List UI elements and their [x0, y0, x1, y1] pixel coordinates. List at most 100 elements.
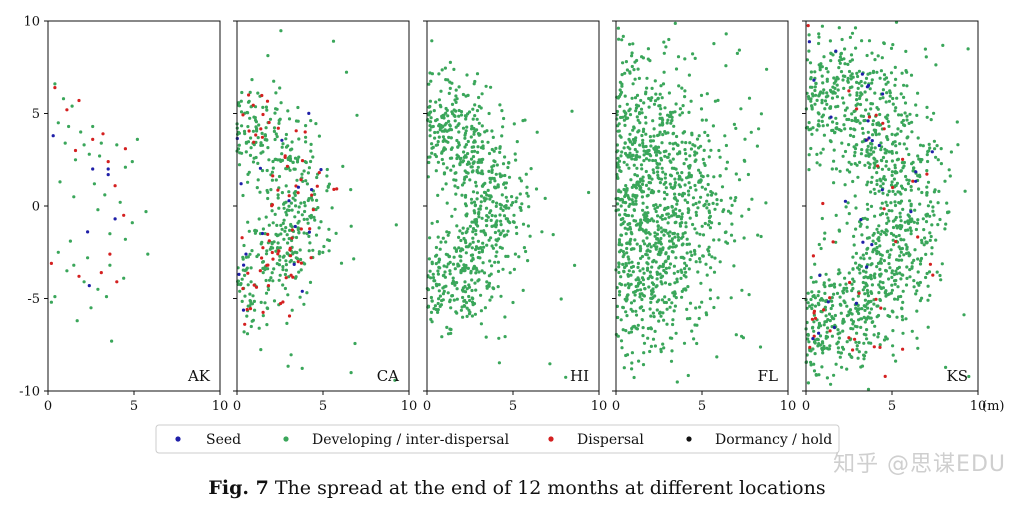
data-point: [455, 287, 459, 291]
data-point: [733, 239, 737, 243]
data-point: [493, 186, 497, 190]
data-point: [912, 220, 916, 224]
data-point: [490, 129, 494, 133]
data-point: [624, 232, 628, 236]
data-point: [271, 174, 275, 178]
data-point: [935, 270, 939, 274]
data-point: [469, 165, 473, 169]
data-point: [641, 129, 646, 134]
data-point: [242, 129, 247, 133]
data-point: [823, 305, 828, 309]
data-point: [828, 106, 833, 110]
data-point: [245, 307, 249, 312]
data-point: [837, 228, 841, 232]
data-point: [440, 157, 444, 162]
data-point: [299, 178, 303, 182]
data-point: [330, 206, 334, 210]
data-point: [433, 130, 437, 135]
data-point: [916, 91, 920, 95]
data-point: [241, 193, 245, 198]
data-point: [106, 167, 110, 171]
data-point: [759, 112, 764, 116]
data-point: [327, 249, 331, 253]
data-point: [641, 141, 645, 145]
data-point: [644, 115, 648, 119]
data-point: [906, 135, 910, 139]
panel-label: FL: [758, 367, 778, 385]
data-point: [669, 160, 673, 164]
data-point: [881, 191, 885, 195]
data-point: [895, 151, 899, 155]
data-point: [668, 305, 672, 309]
data-point: [632, 125, 636, 129]
data-point: [911, 179, 915, 183]
data-point: [866, 119, 870, 123]
data-point: [443, 270, 447, 274]
data-point: [807, 168, 811, 172]
data-point: [820, 119, 824, 123]
data-point: [473, 129, 477, 133]
data-point: [636, 265, 640, 269]
data-point: [695, 151, 699, 155]
data-point: [106, 160, 110, 164]
data-point: [482, 271, 487, 275]
data-point: [870, 81, 874, 85]
data-point: [310, 198, 314, 202]
data-point: [812, 340, 817, 344]
data-point: [859, 325, 863, 329]
data-point: [294, 184, 298, 188]
x-tick-label: 10: [780, 399, 797, 414]
data-point: [253, 231, 257, 235]
data-point: [890, 142, 895, 146]
data-point: [671, 209, 675, 213]
data-point: [886, 120, 891, 124]
data-point: [492, 159, 496, 163]
data-point: [671, 242, 676, 246]
data-point: [442, 171, 447, 175]
data-point: [267, 239, 271, 243]
data-point: [441, 135, 445, 139]
data-point: [894, 359, 898, 363]
data-point: [697, 168, 701, 172]
x-tick-label: 10: [591, 399, 608, 414]
data-point: [499, 219, 503, 223]
data-point: [839, 303, 843, 307]
data-point: [914, 179, 918, 183]
data-point: [872, 274, 876, 278]
data-point: [670, 119, 674, 123]
data-point: [487, 111, 491, 116]
data-point: [811, 347, 815, 351]
data-point: [291, 196, 295, 200]
data-point: [849, 74, 853, 78]
data-point: [317, 134, 321, 138]
data-point: [632, 299, 636, 303]
data-point: [296, 119, 300, 123]
data-point: [241, 113, 245, 117]
data-point: [939, 147, 943, 151]
data-point: [810, 132, 814, 136]
data-point: [502, 214, 507, 218]
data-point: [633, 96, 638, 100]
data-point: [927, 149, 931, 153]
data-point: [470, 201, 474, 205]
data-point: [634, 313, 639, 317]
data-point: [617, 165, 621, 169]
data-point: [284, 167, 288, 171]
data-point: [249, 324, 253, 329]
data-point: [878, 112, 882, 117]
data-point: [669, 185, 673, 189]
data-point: [735, 51, 740, 56]
data-point: [430, 142, 434, 146]
data-point: [879, 69, 884, 73]
data-point: [284, 210, 288, 214]
data-point: [276, 126, 280, 130]
data-point: [641, 363, 646, 367]
data-point: [489, 194, 493, 198]
data-point: [284, 145, 289, 149]
data-point: [431, 286, 435, 290]
data-point: [878, 177, 882, 181]
data-point: [702, 161, 706, 165]
data-point: [251, 318, 255, 322]
data-point: [659, 107, 663, 111]
data-point: [806, 337, 810, 341]
